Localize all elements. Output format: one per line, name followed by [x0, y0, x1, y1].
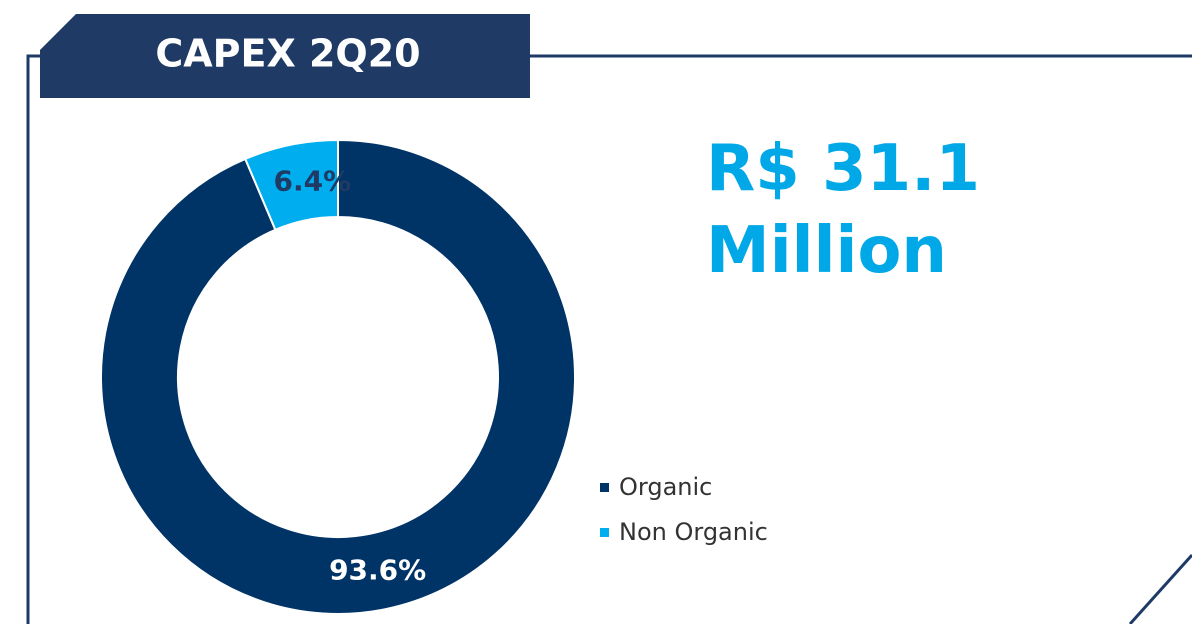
- data-label: 93.6%: [329, 554, 426, 587]
- annotation: R$ 31.1 Million: [706, 132, 980, 288]
- legend-swatch: [600, 528, 609, 537]
- legend-label: Organic: [619, 473, 712, 501]
- legend-swatch: [600, 483, 609, 492]
- legend-label: Non Organic: [619, 518, 768, 546]
- header-box: [40, 14, 530, 98]
- donut-slice: [100, 138, 576, 615]
- chart-title: CAPEX 2Q20: [155, 32, 420, 76]
- frame-left: [26, 54, 40, 624]
- donut-slice: [243, 138, 339, 232]
- data-label: 6.4%: [274, 164, 352, 197]
- frame-corner: [1128, 553, 1192, 624]
